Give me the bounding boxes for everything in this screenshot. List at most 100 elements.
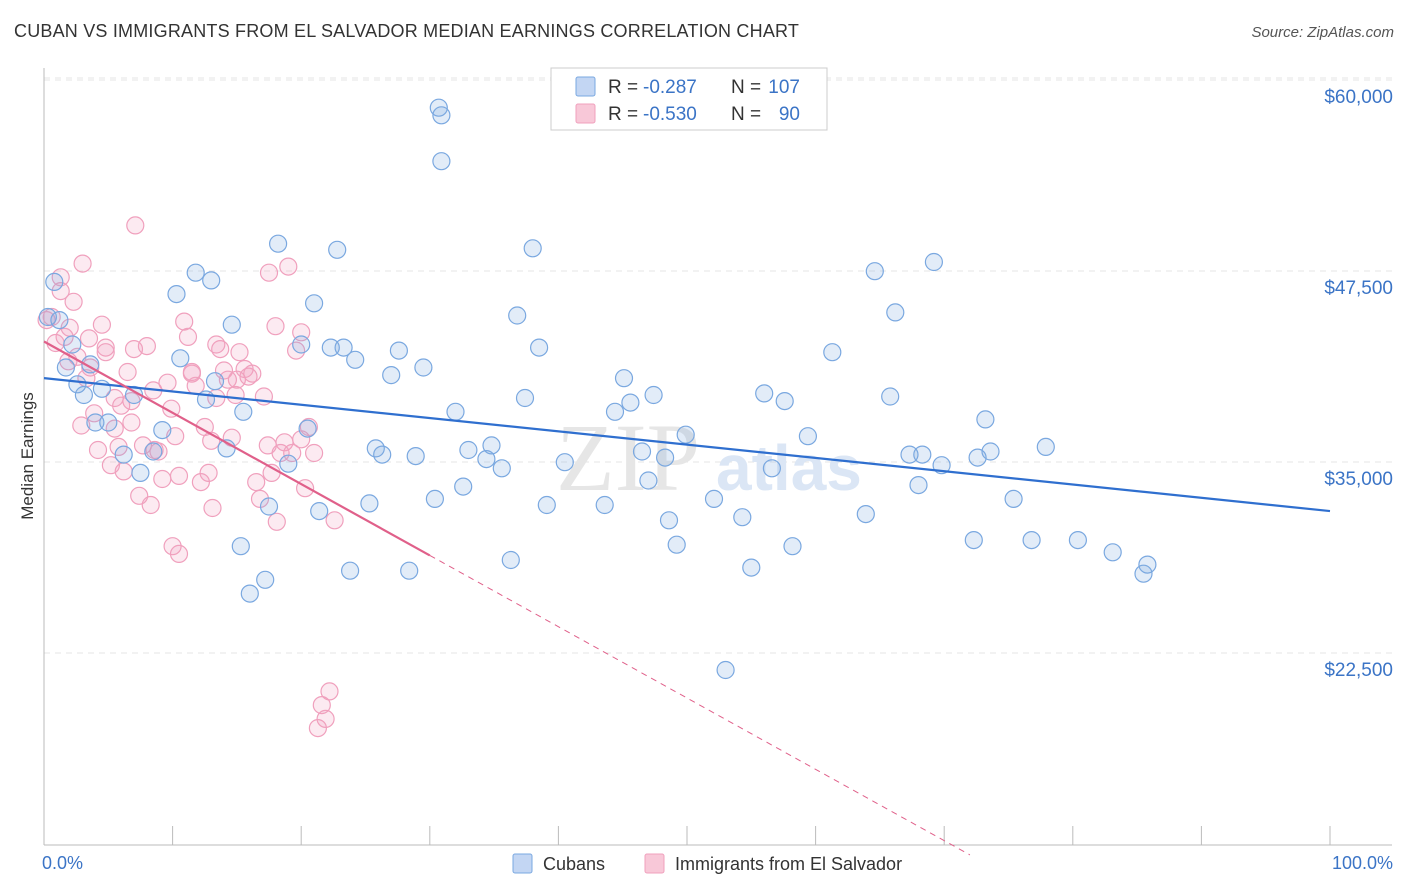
y-tick-label-2: $35,000 — [1324, 469, 1393, 490]
point-cubans — [762, 459, 782, 478]
watermark-atlas: atlas — [716, 432, 862, 504]
point-cubans — [523, 239, 542, 258]
point-cubans — [259, 497, 279, 516]
point-cubans — [644, 385, 663, 405]
point-cubans — [733, 508, 752, 527]
y-tick-labels: $60,000 $47,500 $35,000 $22,500 — [1324, 87, 1393, 681]
point-el-salvador — [175, 312, 194, 331]
point-cubans — [501, 550, 520, 570]
legend-cubans-r-label: R = — [608, 77, 638, 98]
trend-line-el-salvador-extrapolated — [429, 554, 971, 856]
point-el-salvador — [312, 695, 331, 715]
point-cubans — [1004, 489, 1023, 508]
point-cubans — [298, 419, 317, 438]
point-el-salvador — [320, 682, 339, 701]
point-el-salvador — [283, 443, 302, 463]
point-cubans — [321, 338, 340, 357]
point-cubans — [659, 511, 679, 530]
point-cubans — [231, 537, 250, 556]
point-el-salvador — [191, 473, 210, 492]
point-cubans — [341, 561, 360, 580]
y-tick-label-1: $47,500 — [1324, 278, 1393, 299]
point-el-salvador — [96, 338, 115, 357]
point-cubans — [360, 494, 379, 513]
point-el-salvador — [207, 335, 226, 354]
legend-series: Cubans Immigrants from El Salvador — [512, 853, 902, 874]
point-cubans — [742, 558, 761, 577]
legend-stats: R = -0.287 N = 107 R = -0.530 N = 90 — [550, 67, 828, 131]
point-cubans — [167, 285, 186, 304]
point-el-salvador — [79, 329, 99, 348]
point-cubans — [382, 366, 401, 385]
point-el-salvador — [308, 718, 327, 738]
point-cubans — [886, 303, 905, 322]
legend-cubans-r-value: -0.287 — [643, 77, 697, 98]
point-cubans — [389, 341, 408, 360]
point-cubans — [186, 263, 205, 282]
point-cubans — [492, 459, 511, 478]
point-cubans — [1022, 530, 1041, 550]
point-cubans — [205, 372, 225, 391]
point-cubans — [655, 448, 675, 467]
point-cubans — [310, 502, 329, 521]
point-cubans — [153, 421, 172, 440]
y-tick-label-3: $22,500 — [1324, 660, 1393, 681]
point-cubans — [1036, 437, 1055, 456]
point-cubans — [240, 584, 259, 603]
point-cubans — [292, 335, 311, 354]
point-el-salvador — [141, 495, 160, 515]
point-cubans — [968, 448, 987, 467]
legend-bottom-cubans: Cubans — [543, 854, 605, 874]
point-cubans — [755, 384, 774, 403]
point-el-salvador — [226, 385, 245, 405]
point-cubans — [63, 335, 82, 354]
point-cubans — [964, 530, 983, 550]
x-tick-label-max: 100.0% — [1332, 853, 1393, 873]
point-el-salvador — [72, 416, 91, 435]
point-cubans — [334, 338, 353, 357]
legend-bottom-el-salvador: Immigrants from El Salvador — [675, 854, 902, 874]
point-cubans — [900, 445, 919, 464]
point-el-salvador — [85, 404, 104, 423]
point-cubans — [131, 463, 150, 482]
point-cubans — [202, 271, 221, 290]
point-el-salvador — [55, 327, 74, 346]
point-cubans — [279, 454, 298, 473]
point-el-salvador — [267, 512, 286, 531]
point-el-salvador — [37, 311, 56, 330]
watermark-zip: ZIP — [556, 404, 700, 511]
point-cubans — [256, 570, 275, 589]
point-el-salvador — [199, 463, 218, 482]
point-cubans — [515, 388, 535, 408]
point-cubans — [432, 152, 451, 171]
legend-bottom-swatch-cubans — [512, 853, 533, 874]
point-cubans — [632, 442, 652, 461]
point-el-salvador — [122, 413, 141, 432]
point-cubans — [667, 535, 686, 554]
legend-el-salvador-r-label: R = — [608, 104, 638, 125]
point-cubans — [716, 660, 735, 680]
point-cubans — [171, 349, 190, 368]
point-cubans — [459, 440, 478, 460]
x-ticks — [43, 826, 1331, 845]
point-cubans — [328, 240, 347, 259]
point-cubans — [823, 343, 842, 362]
point-cubans — [605, 402, 625, 421]
point-el-salvador — [124, 340, 144, 359]
point-cubans — [976, 410, 995, 429]
point-el-salvador — [316, 709, 335, 729]
point-cubans — [425, 489, 444, 508]
point-cubans — [529, 338, 549, 357]
point-cubans — [68, 375, 87, 394]
point-cubans — [56, 358, 76, 377]
point-el-salvador — [266, 317, 285, 336]
point-el-salvador — [325, 511, 344, 530]
point-cubans — [269, 234, 288, 253]
legend-el-salvador-r-value: -0.530 — [643, 104, 697, 125]
point-cubans — [234, 402, 253, 421]
point-cubans — [909, 476, 928, 495]
point-el-salvador — [51, 268, 70, 287]
point-cubans — [704, 489, 724, 508]
point-cubans — [621, 393, 640, 412]
